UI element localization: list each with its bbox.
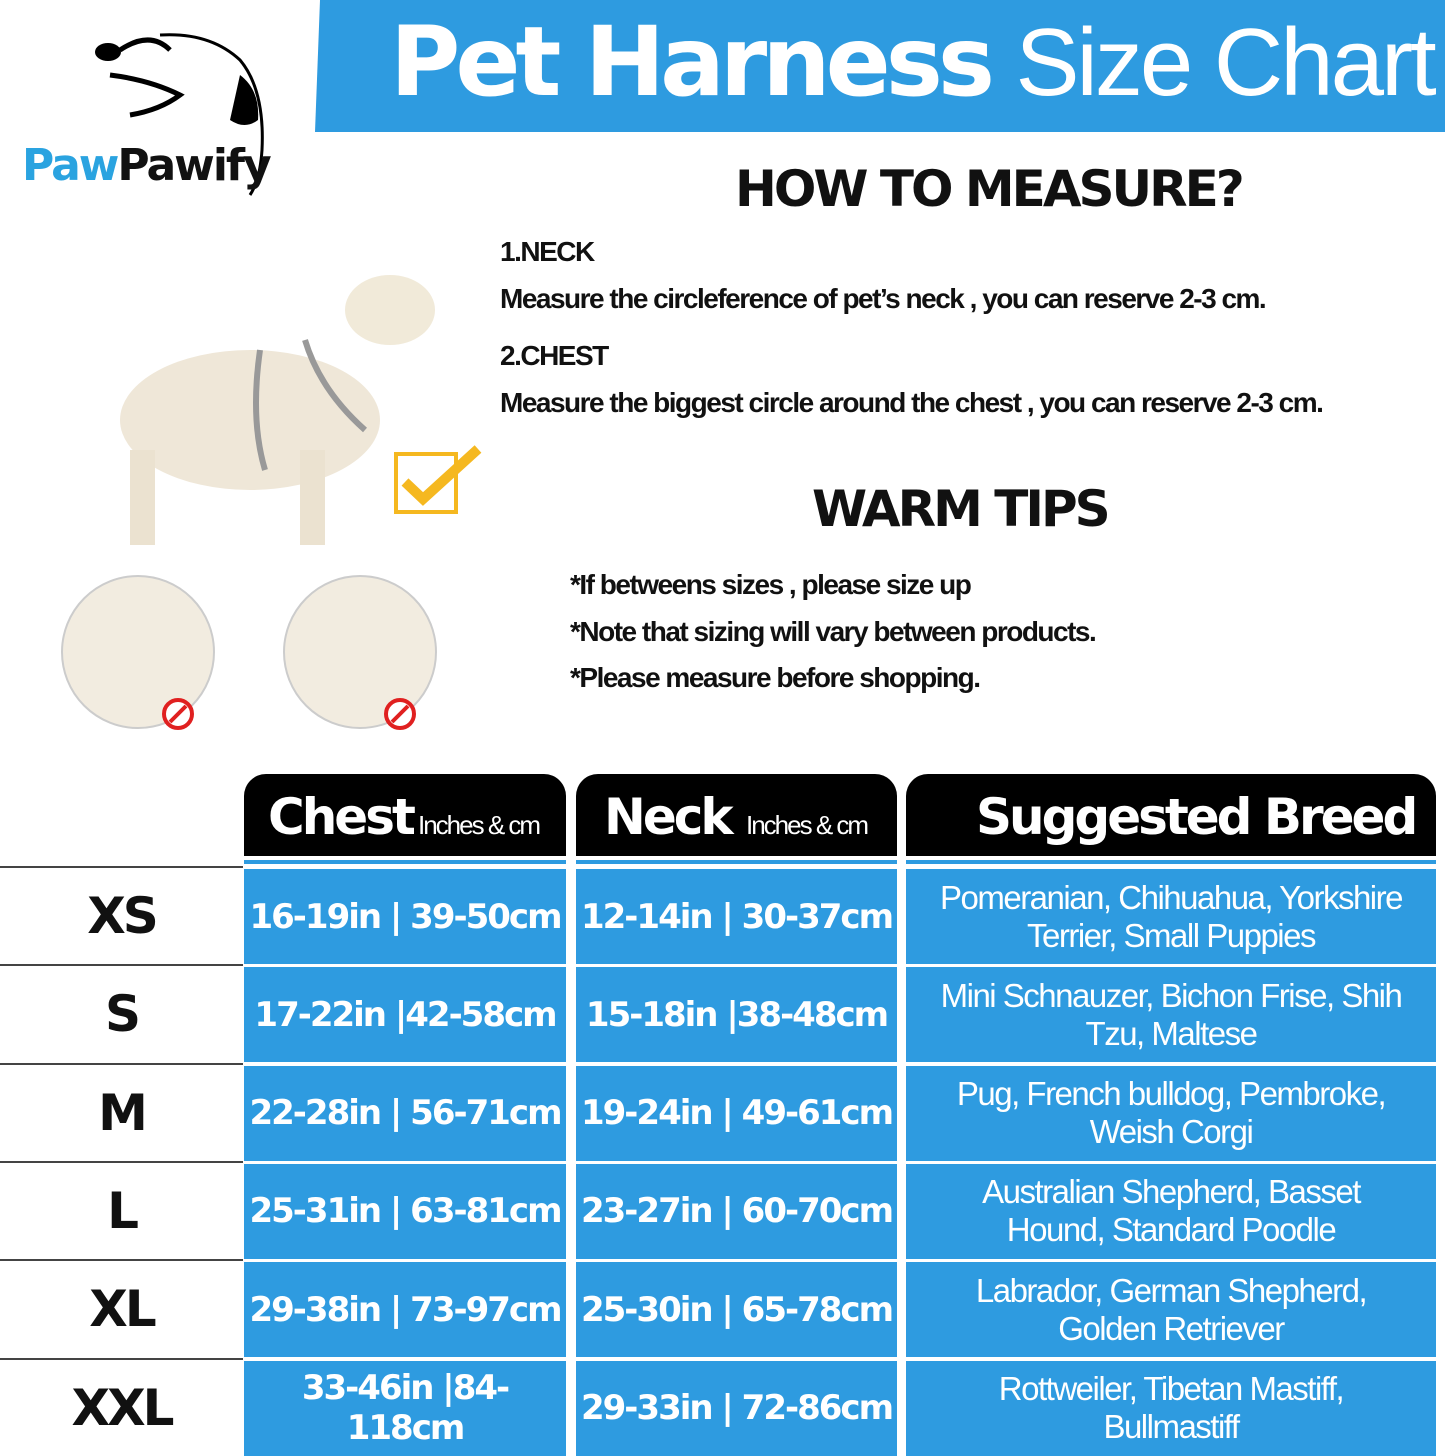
neck-instruction: Measure the circleference of pet’s neck … <box>500 283 1267 314</box>
breed-cell: Rottweiler, Tibetan Mastiff, Bullmastiff <box>906 1357 1436 1456</box>
title-bold: Pet Harness <box>390 6 995 118</box>
chest-cell: 16-19in | 39-50cm <box>244 866 566 964</box>
size-label: XXL <box>0 1357 243 1456</box>
breed-header: Suggested Breed <box>906 774 1436 860</box>
chest-unit-label: Inches & cm <box>418 810 541 840</box>
logo-text-pawify: Pawify <box>117 140 271 191</box>
neck-label: 1.NECK <box>500 236 595 267</box>
neck-cell: 12-14in | 30-37cm <box>576 866 897 964</box>
neck-header: Neck Inches & cm <box>576 774 897 860</box>
neck-cell: 25-30in | 65-78cm <box>576 1259 897 1358</box>
size-label: XS <box>0 866 243 964</box>
size-label: L <box>0 1160 243 1259</box>
breed-cell: Australian Shepherd, Basset Hound, Stand… <box>906 1160 1436 1259</box>
tip-item: *If betweens sizes , please size up <box>570 569 972 600</box>
table-row: L 25-31in | 63-81cm 23-27in | 60-70cm Au… <box>0 1160 1445 1259</box>
chest-header-label: Chest <box>268 788 416 846</box>
size-label: S <box>0 964 243 1062</box>
breed-cell: Pug, French bulldog, Pembroke, Weish Cor… <box>906 1062 1436 1161</box>
dog-logo-icon <box>95 33 264 196</box>
chest-instruction: Measure the biggest circle around the ch… <box>500 387 1324 418</box>
size-label: XL <box>0 1259 243 1357</box>
neck-cell: 23-27in | 60-70cm <box>576 1160 897 1259</box>
title-light: Size Chart <box>1015 9 1437 116</box>
table-row: XXL 33-46in |84-118cm 29-33in | 72-86cm … <box>0 1357 1445 1456</box>
page-title: Pet Harness Size Chart <box>390 6 1437 118</box>
dog-measuring-photo <box>120 275 435 545</box>
checkmark-icon <box>394 445 482 514</box>
neck-cell: 15-18in |38-48cm <box>576 964 897 1063</box>
breed-cell: Labrador, German Shepherd, Golden Retrie… <box>906 1259 1436 1358</box>
tip-item: *Note that sizing will vary between prod… <box>570 616 1097 647</box>
neck-cell: 29-33in | 72-86cm <box>576 1357 897 1456</box>
chest-cell: 25-31in | 63-81cm <box>244 1160 566 1259</box>
how-to-measure-heading: HOW TO MEASURE? <box>735 160 1245 218</box>
chest-cell: 29-38in | 73-97cm <box>244 1259 566 1358</box>
chest-header: Chest Inches & cm <box>244 774 566 860</box>
chest-cell: 33-46in |84-118cm <box>244 1357 566 1456</box>
table-row: M 22-28in | 56-71cm 19-24in | 49-61cm Pu… <box>0 1062 1445 1161</box>
logo-text-paw: Paw <box>22 140 119 191</box>
neck-header-label: Neck <box>604 788 734 846</box>
chest-cell: 17-22in |42-58cm <box>244 964 566 1063</box>
table-row: S 17-22in |42-58cm 15-18in |38-48cm Mini… <box>0 964 1445 1063</box>
neck-unit-label: Inches & cm <box>746 810 869 840</box>
neck-cell: 19-24in | 49-61cm <box>576 1062 897 1161</box>
size-label: M <box>0 1062 243 1161</box>
chest-cell: 22-28in | 56-71cm <box>244 1062 566 1161</box>
breed-header-label: Suggested Breed <box>976 788 1418 846</box>
breed-cell: Mini Schnauzer, Bichon Frise, Shih Tzu, … <box>906 964 1436 1063</box>
breed-cell: Pomeranian, Chihuahua, Yorkshire Terrier… <box>906 866 1436 964</box>
chest-label: 2.CHEST <box>500 340 609 371</box>
warm-tips-heading: WARM TIPS <box>812 480 1111 538</box>
title-banner <box>315 0 1445 132</box>
brand-logo: PawPawify <box>22 140 272 191</box>
table-row: XL 29-38in | 73-97cm 25-30in | 65-78cm L… <box>0 1259 1445 1358</box>
wrong-neck-photo <box>61 575 215 730</box>
wrong-chest-photo <box>283 575 437 730</box>
table-row: XS 16-19in | 39-50cm 12-14in | 30-37cm P… <box>0 866 1445 964</box>
tip-item: *Please measure before shopping. <box>570 662 981 693</box>
